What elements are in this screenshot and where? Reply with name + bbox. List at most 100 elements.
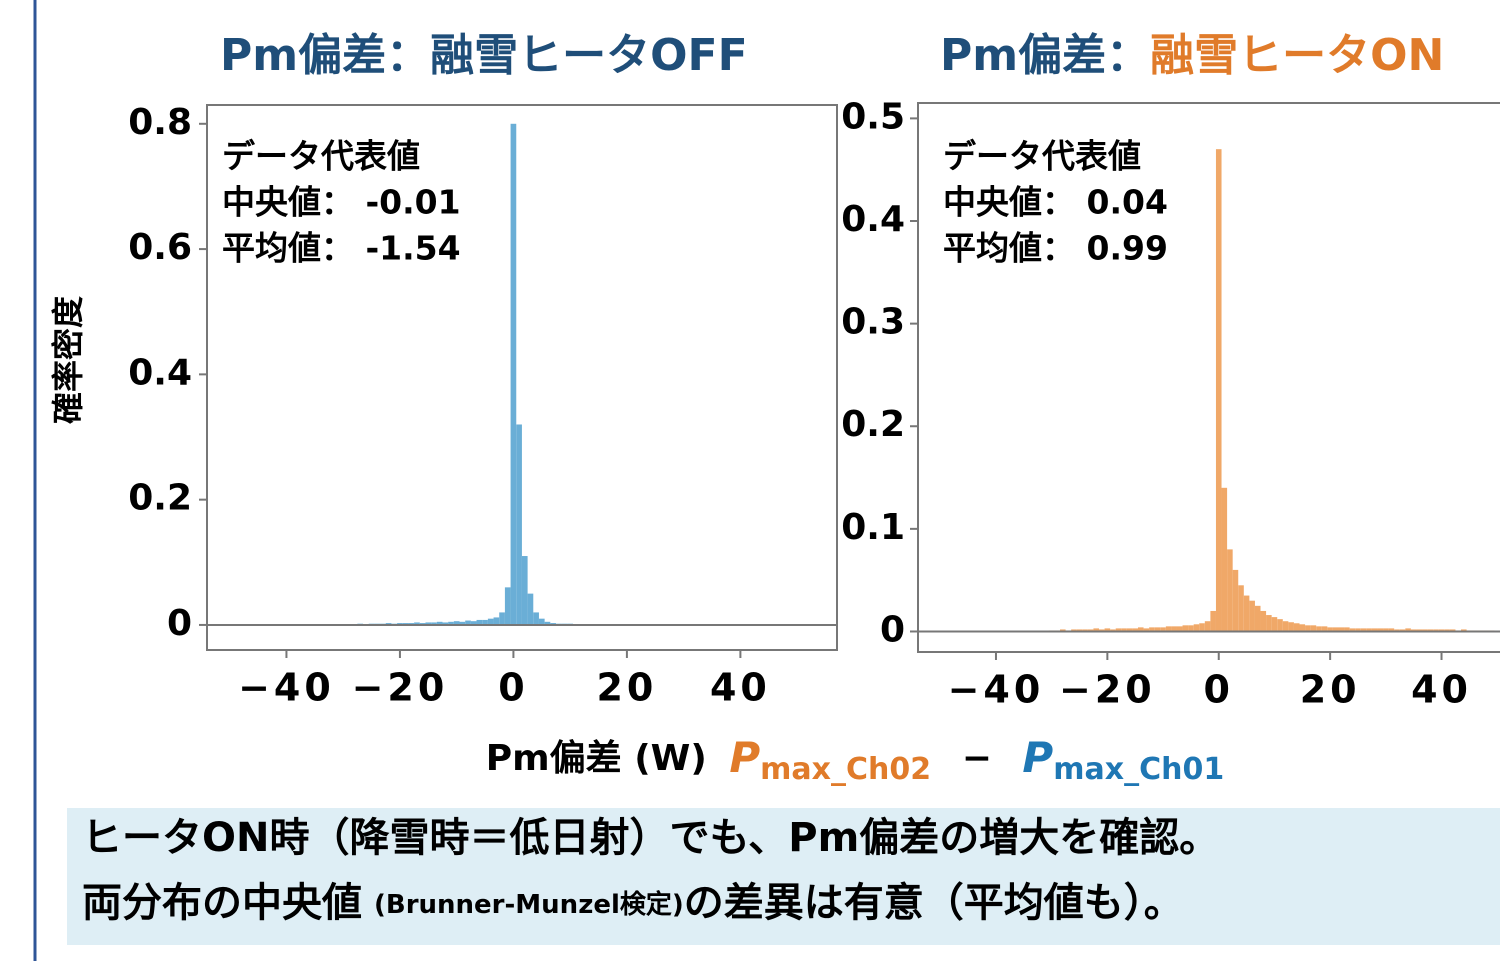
y-axis-label: 確率密度	[49, 296, 87, 424]
histogram-bar	[1399, 629, 1406, 632]
x-tick-label: −20	[1059, 668, 1156, 712]
histogram-bar	[1104, 628, 1111, 632]
x-label-operator: −	[962, 738, 992, 779]
x-tick-label: −40	[948, 668, 1045, 712]
y-tick-label: 0.4	[128, 352, 192, 393]
y-tick-label: 0.1	[841, 507, 905, 548]
histogram-bar	[1433, 629, 1439, 632]
histogram-bar	[1366, 628, 1372, 632]
histogram-bar	[1238, 585, 1244, 632]
title-part: Pm偏差：	[940, 30, 1150, 81]
y-tick-label: 0	[880, 609, 905, 650]
annotation: 中央値： 0.04	[943, 183, 1168, 222]
histogram-bar	[1160, 627, 1166, 632]
histogram-bar	[1332, 627, 1339, 632]
histogram-bar	[1171, 626, 1177, 632]
chart-title: Pm偏差：融雪ヒータOFF	[220, 30, 748, 81]
histogram-bar	[1188, 625, 1194, 632]
histogram-bar	[1321, 626, 1328, 632]
histogram-bar	[1327, 627, 1333, 632]
histogram-bar	[1355, 628, 1361, 632]
histogram-bar	[1388, 628, 1395, 632]
y-tick-label: 0.2	[128, 478, 192, 519]
plot-frame	[206, 104, 838, 651]
histogram-bar	[1176, 626, 1183, 632]
histogram-bar	[1099, 629, 1105, 632]
histogram-bar	[1299, 624, 1306, 632]
histogram-bar	[431, 622, 437, 625]
histogram-bar	[1416, 629, 1423, 632]
note-text: の差異は有意（平均値も）。	[684, 880, 1184, 926]
histogram-bar	[1360, 628, 1367, 632]
note-box	[67, 808, 1500, 945]
histogram-bar	[1227, 549, 1233, 632]
y-tick-label: 0.3	[841, 302, 905, 343]
histogram-bar	[1137, 627, 1144, 632]
histogram-bar	[1210, 610, 1216, 632]
histogram-bar	[1165, 626, 1172, 632]
histogram-bar	[448, 621, 454, 625]
histogram-bar	[1076, 629, 1083, 632]
title-part: 融雪ヒータOFF	[430, 30, 748, 81]
histogram-bar	[425, 622, 432, 625]
histogram-bar	[527, 593, 534, 625]
annotation: 平均値： -1.54	[222, 229, 461, 268]
histogram-bar	[414, 622, 420, 625]
histogram-bar	[1215, 149, 1222, 632]
x-tick-label: 0	[498, 666, 528, 710]
histogram-bar	[516, 424, 522, 625]
histogram-bar	[1288, 622, 1294, 632]
histogram-bar	[533, 612, 539, 625]
histogram-bar	[1405, 628, 1411, 632]
y-tick-label: 0.4	[841, 199, 905, 240]
note-line: 両分布の中央値 (Brunner-Munzel検定)の差異は有意（平均値も）。	[82, 880, 1184, 926]
histogram-bar	[1149, 627, 1155, 632]
annotation: 中央値： -0.01	[222, 183, 461, 222]
histogram-bar	[1115, 628, 1122, 632]
y-tick-label: 0.8	[128, 102, 192, 143]
histogram-bar	[1310, 625, 1317, 632]
annotation: データ代表値	[943, 137, 1141, 176]
histogram-bar	[1277, 619, 1283, 632]
histogram-bar	[1427, 629, 1434, 632]
y-tick-label: 0	[167, 603, 192, 644]
histogram-bar	[521, 556, 528, 625]
histogram-bar	[1260, 610, 1267, 632]
histogram-bar	[1082, 629, 1088, 632]
x-label-symbol: P	[729, 733, 760, 782]
histogram-bar	[1449, 629, 1456, 632]
y-tick-label: 0.6	[128, 227, 192, 268]
histogram-bar	[1444, 629, 1450, 632]
x-tick-label: 20	[1300, 668, 1361, 712]
histogram-bar	[1349, 628, 1356, 632]
histogram-bar	[1271, 617, 1278, 632]
x-label-sub: max_Ch01	[1053, 752, 1224, 787]
title-part: Pm偏差：	[220, 30, 430, 81]
annotation: 平均値： 0.99	[943, 229, 1168, 268]
histogram-bar	[1344, 627, 1350, 632]
histogram-bar	[1132, 628, 1138, 632]
y-tick-label: 0.2	[841, 404, 905, 445]
x-tick-label: −40	[238, 666, 335, 710]
histogram-bar	[1154, 627, 1161, 632]
histogram-bar	[436, 621, 443, 625]
histogram-bar	[504, 587, 511, 625]
histogram-bar	[470, 621, 477, 625]
histogram-bar	[465, 620, 471, 625]
histogram-bar	[1410, 629, 1417, 632]
x-tick-label: 20	[596, 666, 657, 710]
histogram-bar	[493, 617, 500, 625]
histogram-bar	[1243, 595, 1250, 632]
x-label-symbol: P	[1022, 733, 1053, 782]
histogram-bar	[1293, 623, 1300, 632]
histogram-bar	[1110, 629, 1116, 632]
histogram-bar	[1282, 621, 1289, 632]
histogram-bar	[1193, 624, 1200, 632]
histogram-bar	[1305, 625, 1311, 632]
histogram-bar	[1422, 629, 1428, 632]
histogram-bar	[1221, 487, 1228, 632]
y-tick-label: 0.5	[841, 96, 905, 137]
histogram-bar	[510, 123, 517, 625]
histogram-bar	[544, 621, 551, 625]
histogram-bar	[1438, 629, 1445, 632]
